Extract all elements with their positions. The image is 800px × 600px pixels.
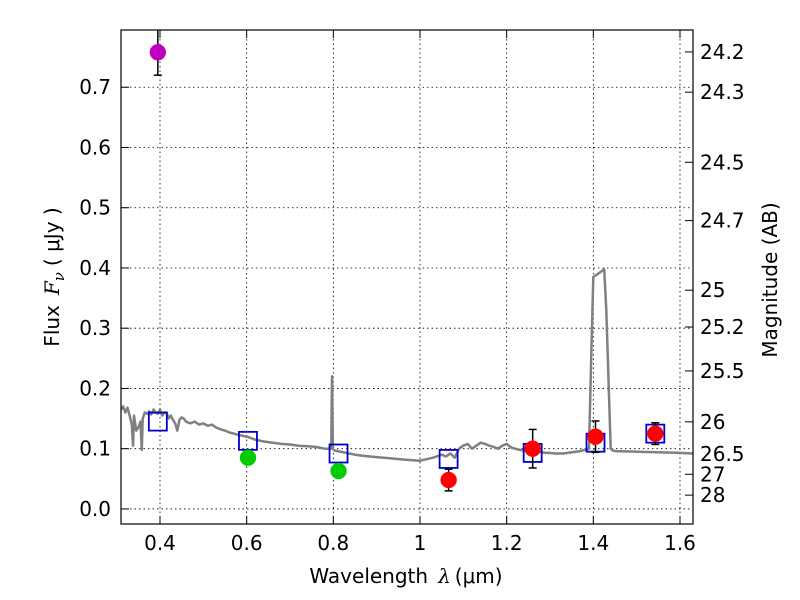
x-tick-label: 0.6 (231, 531, 263, 555)
x-tick-label: 0.4 (144, 531, 176, 555)
grid (121, 30, 693, 524)
x-tick-label: 1.6 (664, 531, 696, 555)
observed-flux-point (330, 462, 347, 480)
magnitude-tick-label: 27 (700, 462, 725, 486)
observed-flux-point (587, 428, 604, 445)
y-tick-label: 0.0 (79, 497, 111, 521)
x-tick-label: 1.4 (577, 531, 609, 555)
y-tick-label: 0.1 (79, 437, 111, 461)
observed-flux-point (239, 449, 257, 466)
magnitude-tick-label: 26.5 (700, 442, 745, 466)
magnitude-tick-label: 24.3 (700, 80, 745, 104)
x-tick-label: 1 (414, 531, 427, 555)
y-tick-label: 0.5 (79, 196, 111, 220)
y-axis-label: FluxFν( μJy ) (40, 207, 68, 346)
magnitude-tick-label: 24.5 (700, 150, 745, 174)
magnitude-tick-label: 28 (700, 483, 725, 507)
magnitude-tick-label: 25.5 (700, 359, 745, 383)
plot-frame (120, 29, 694, 525)
y-tick-label: 0.2 (79, 376, 111, 400)
x-tick-label: 0.8 (317, 531, 349, 555)
model-photometry-square (147, 411, 168, 432)
model-photometry-square (438, 449, 459, 469)
y-tick-label: 0.4 (79, 256, 111, 280)
magnitude-tick-label: 25 (700, 278, 725, 302)
model-photometry-square (328, 443, 349, 464)
magnitude-tick-label: 25.2 (700, 315, 745, 339)
observed-flux-point (647, 425, 664, 442)
y-tick-label: 0.7 (79, 75, 111, 99)
observed-flux-point (149, 44, 167, 61)
magnitude-tick-label: 24.2 (700, 40, 745, 64)
y2-axis-label: Magnitude (AB) (758, 202, 782, 357)
tick-labels: 0.4 0.6 0.8 1 1.2 1.4 1.6 0.0 0.1 0.2 0.3 0.4 0.5 0.6… (79, 40, 744, 555)
magnitude-tick-label: 26 (700, 410, 725, 434)
magnitude-tick-label: 24.7 (700, 209, 745, 233)
y-tick-label: 0.3 (79, 316, 111, 340)
y-tick-label: 0.6 (79, 135, 111, 159)
observed-flux-point (524, 440, 541, 457)
plot-area (121, 30, 693, 492)
x-tick-label: 1.2 (491, 531, 523, 555)
observed-flux-point (440, 471, 457, 489)
x-axis-label: Wavelength λ (μm) (309, 564, 502, 588)
